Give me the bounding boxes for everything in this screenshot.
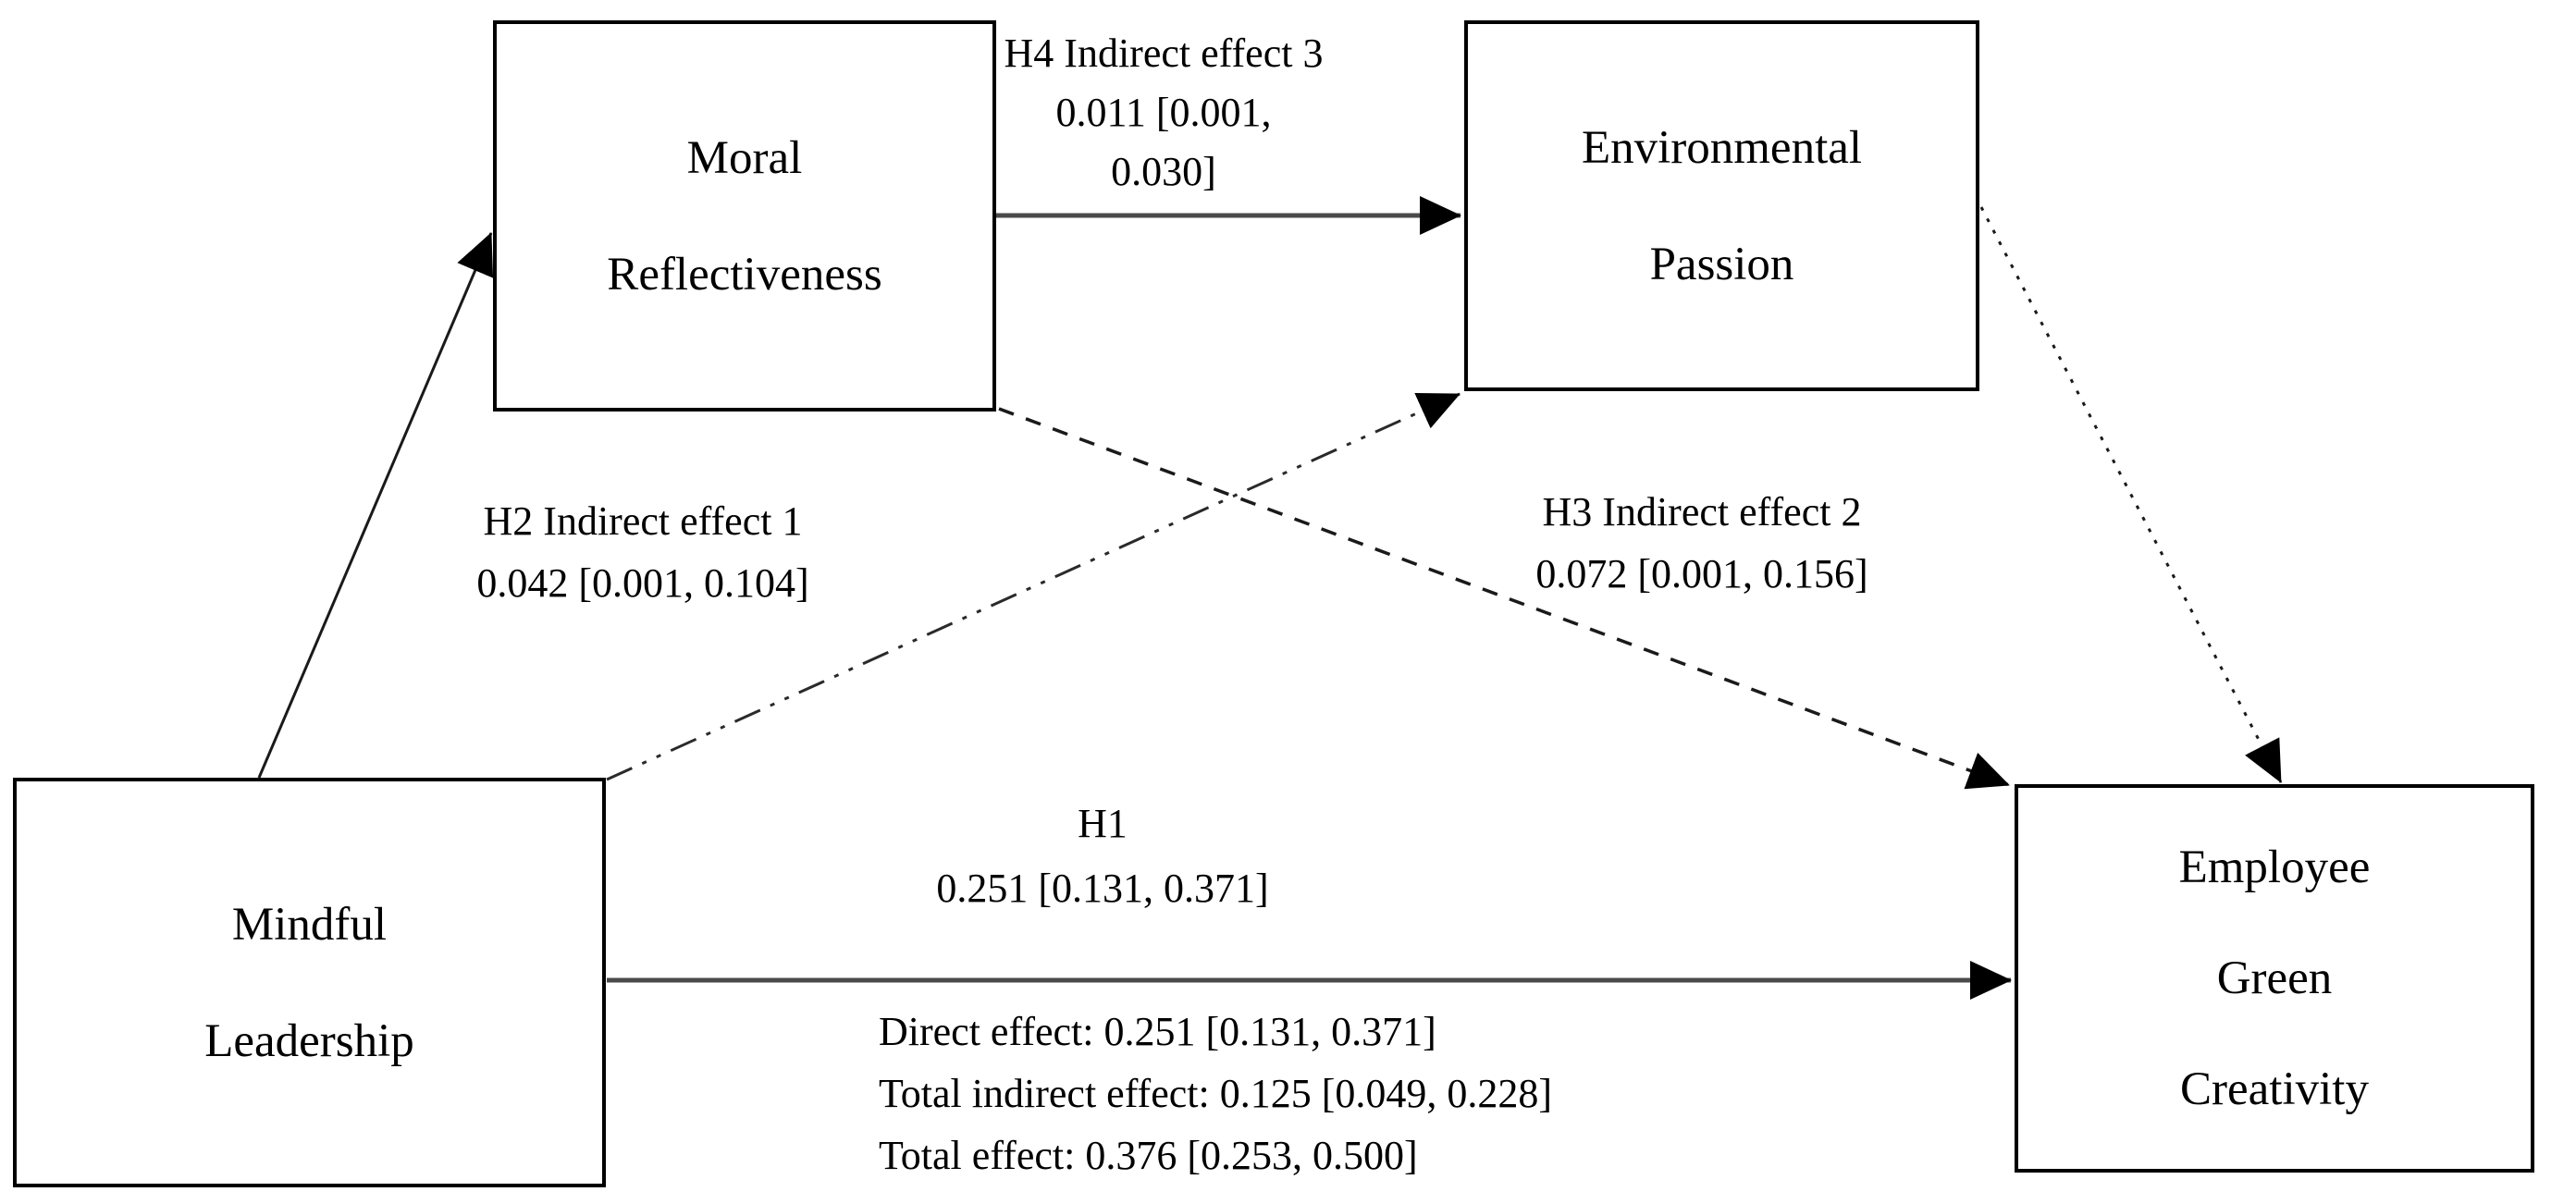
node-label: Leadership: [204, 1014, 414, 1067]
node-label: Creativity: [2180, 1063, 2369, 1115]
label-line: H2 Indirect effect 1: [483, 498, 803, 544]
node-environmental-passion: Environmental Passion: [1464, 20, 1979, 391]
arrow-mindful-to-environmental: [606, 392, 1461, 781]
arrow-environmental-to-creativity: [1979, 206, 2283, 783]
label-line: H1: [1078, 801, 1128, 846]
node-label: Green: [2216, 952, 2333, 1004]
label-h3-indirect-effect-2: H3 Indirect effect 2 0.072 [0.001, 0.156…: [1471, 481, 1933, 605]
node-label: Mindful: [231, 898, 388, 951]
label-line: 0.251 [0.131, 0.371]: [936, 866, 1269, 911]
arrow-moral-to-creativity: [998, 407, 2010, 790]
label-h2-indirect-effect-1: H2 Indirect effect 1 0.042 [0.001, 0.104…: [416, 490, 869, 614]
label-line: 0.042 [0.001, 0.104]: [476, 560, 809, 606]
label-line: 0.072 [0.001, 0.156]: [1535, 551, 1868, 596]
node-moral-reflectiveness: Moral Reflectiveness: [493, 20, 996, 412]
label-line: Total indirect effect: 0.125 [0.049, 0.2…: [879, 1071, 1553, 1116]
label-h4-indirect-effect-3: H4 Indirect effect 3 0.011 [0.001, 0.030…: [960, 24, 1367, 202]
node-employee-green-creativity: Employee Green Creativity: [2015, 784, 2534, 1173]
label-line: 0.011 [0.001,: [1055, 90, 1272, 135]
node-label: Reflectiveness: [607, 248, 882, 301]
label-line: Direct effect: 0.251 [0.131, 0.371]: [879, 1009, 1436, 1054]
node-label: Environmental: [1581, 121, 1863, 174]
label-line: H3 Indirect effect 2: [1542, 489, 1862, 534]
label-line: H4 Indirect effect 3: [1004, 31, 1324, 76]
label-effects-summary: Direct effect: 0.251 [0.131, 0.371] Tota…: [879, 1001, 1552, 1186]
node-label: Employee: [2178, 842, 2371, 893]
node-label: Passion: [1649, 238, 1794, 290]
label-h1-direct-path: H1 0.251 [0.131, 0.371]: [918, 792, 1288, 921]
label-line: Total effect: 0.376 [0.253, 0.500]: [879, 1133, 1418, 1178]
node-label: Moral: [686, 131, 803, 184]
arrow-mindful-to-moral: [257, 232, 494, 779]
node-mindful-leadership: Mindful Leadership: [13, 778, 606, 1187]
label-line: 0.030]: [1111, 149, 1216, 194]
